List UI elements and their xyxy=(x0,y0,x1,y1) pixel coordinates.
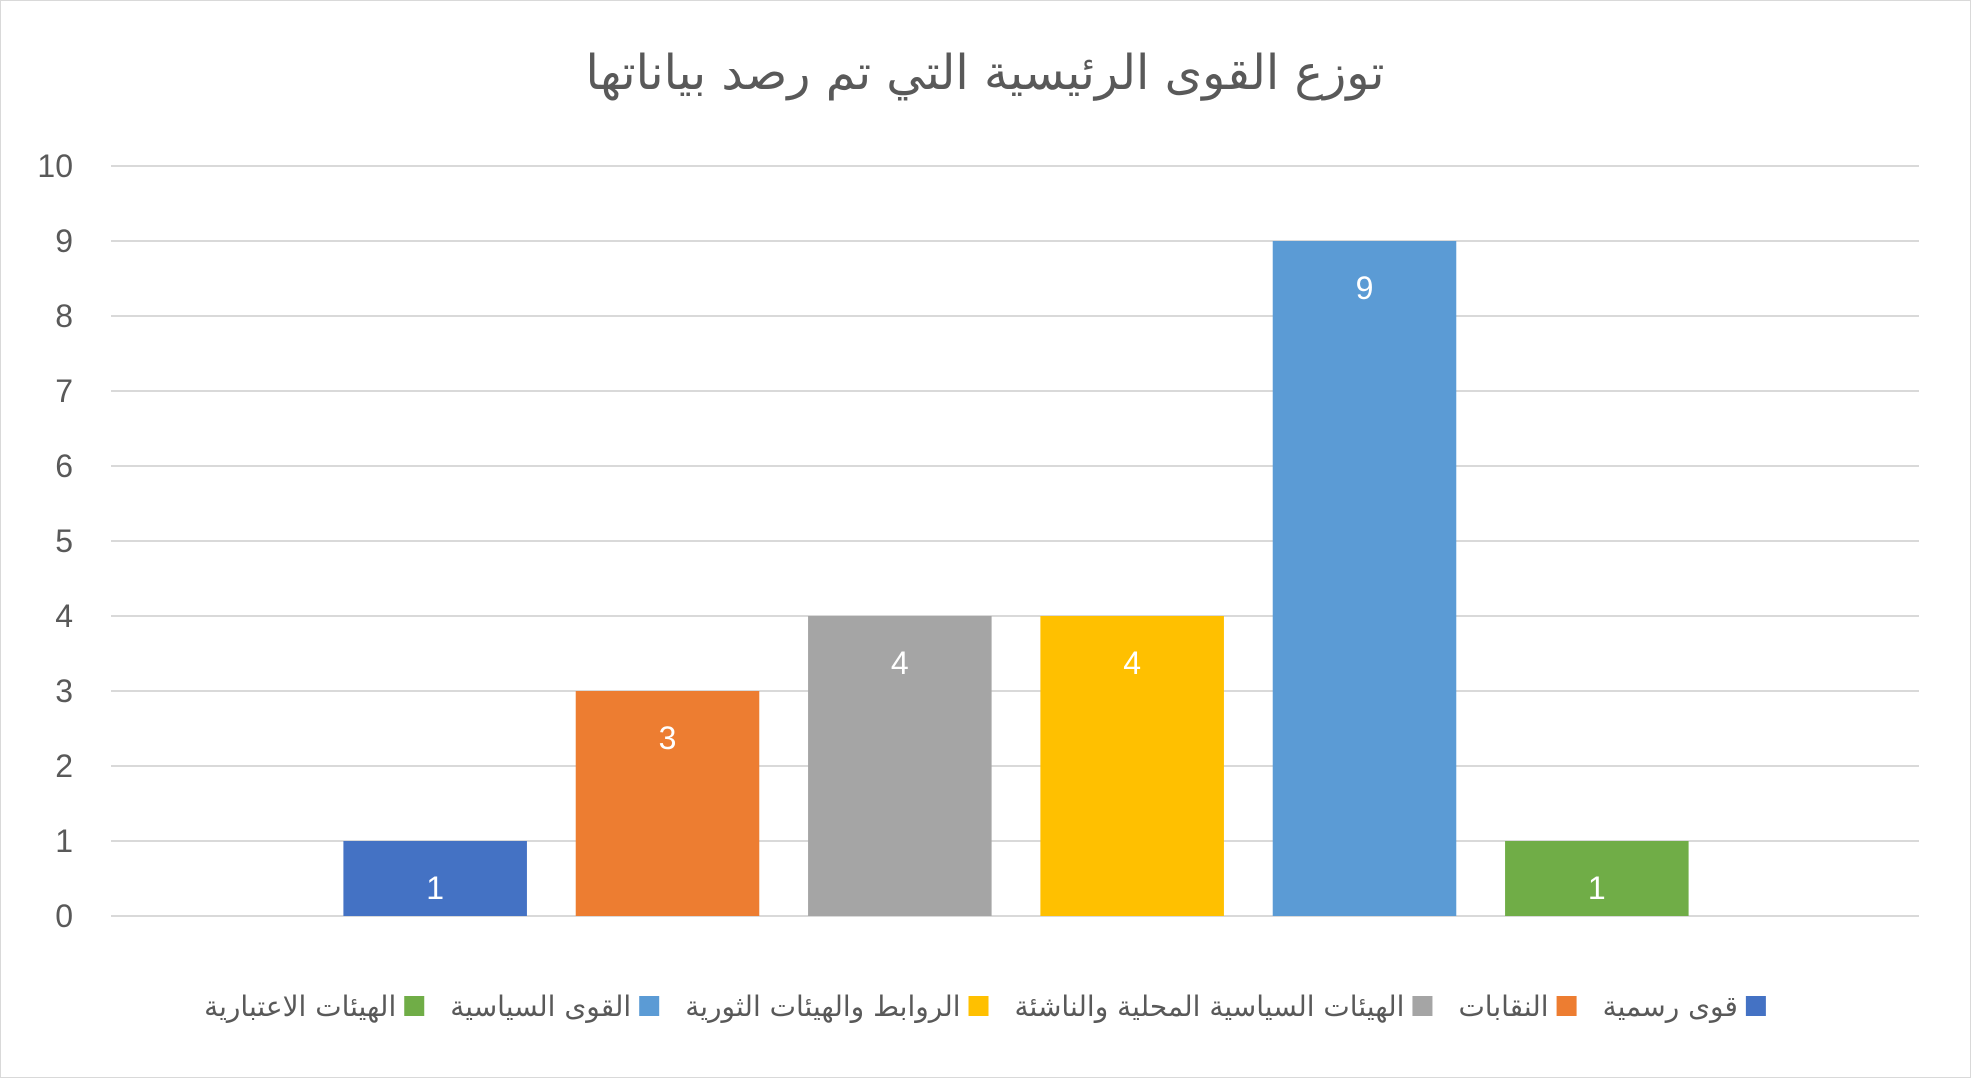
data-label-1: 1 xyxy=(426,870,444,906)
legend-label-2: النقابات xyxy=(1458,990,1548,1023)
data-label-4: 4 xyxy=(1123,645,1141,681)
data-label-2: 3 xyxy=(659,720,677,756)
bar-2 xyxy=(575,691,760,916)
legend-swatch-4 xyxy=(968,996,989,1016)
y-tick-label-7: 7 xyxy=(55,373,73,409)
y-tick-label-2: 2 xyxy=(55,748,73,784)
y-tick-label-8: 8 xyxy=(55,298,73,334)
y-tick-label-6: 6 xyxy=(55,448,73,484)
bar-1 xyxy=(343,841,527,916)
y-tick-label-1: 1 xyxy=(55,823,73,859)
legend-label-5: القوى السياسية xyxy=(450,990,631,1023)
legend-swatch-6 xyxy=(404,996,425,1016)
bar-6 xyxy=(1505,841,1689,916)
legend-label-4: الروابط والهيئات الثورية xyxy=(685,990,960,1023)
y-tick-label-10: 10 xyxy=(37,148,73,184)
y-tick-label-3: 3 xyxy=(55,673,73,709)
gridlines xyxy=(111,165,1919,917)
legend-swatch-1 xyxy=(1745,996,1766,1016)
legend-label-6: الهيئات الاعتبارية xyxy=(204,990,396,1023)
legend-swatch-2 xyxy=(1556,996,1577,1016)
bar-5 xyxy=(1272,241,1457,916)
y-tick-label-0: 0 xyxy=(55,898,73,934)
data-label-5: 9 xyxy=(1356,270,1374,306)
data-label-3: 4 xyxy=(891,645,909,681)
y-tick-label-9: 9 xyxy=(55,223,73,259)
legend: قوى رسمية النقابات الهيئات السياسية المحلي… xyxy=(204,990,1766,1023)
data-label-6: 1 xyxy=(1588,870,1606,906)
y-axis-ticks: 0 1 2 3 4 5 6 7 8 9 10 xyxy=(37,148,73,934)
chart-title: توزع القوى الرئيسية التي تم رصد بياناتها xyxy=(586,45,1385,101)
y-tick-label-5: 5 xyxy=(55,523,73,559)
legend-label-3: الهيئات السياسية المحلية والناشئة xyxy=(1015,990,1405,1023)
legend-label-1: قوى رسمية xyxy=(1603,990,1738,1023)
bar-4 xyxy=(1040,616,1224,916)
legend-swatch-5 xyxy=(639,996,660,1016)
y-tick-label-4: 4 xyxy=(55,598,73,634)
bars xyxy=(343,241,1689,916)
legend-swatch-3 xyxy=(1412,996,1433,1016)
data-labels: 1 3 4 4 9 1 xyxy=(426,270,1605,906)
bar-3 xyxy=(808,616,992,916)
